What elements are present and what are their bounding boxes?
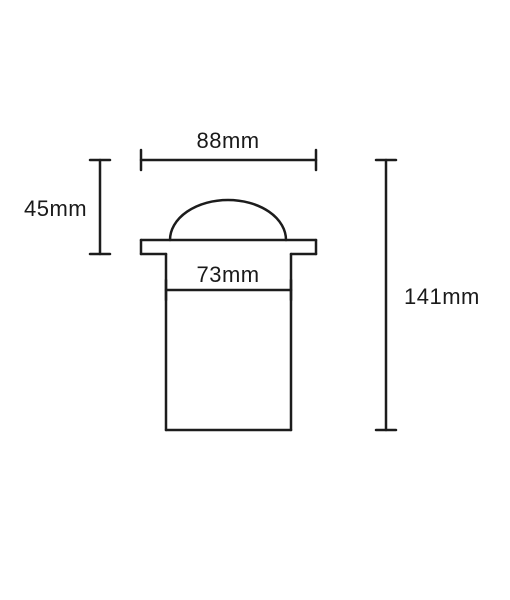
dimension-drawing: 88mm 45mm 73mm 141mm bbox=[0, 0, 510, 600]
label-inner-width: 73mm bbox=[197, 262, 260, 288]
label-dome-height: 45mm bbox=[24, 196, 87, 222]
label-total-height: 141mm bbox=[404, 284, 480, 310]
label-top-width: 88mm bbox=[197, 128, 260, 154]
